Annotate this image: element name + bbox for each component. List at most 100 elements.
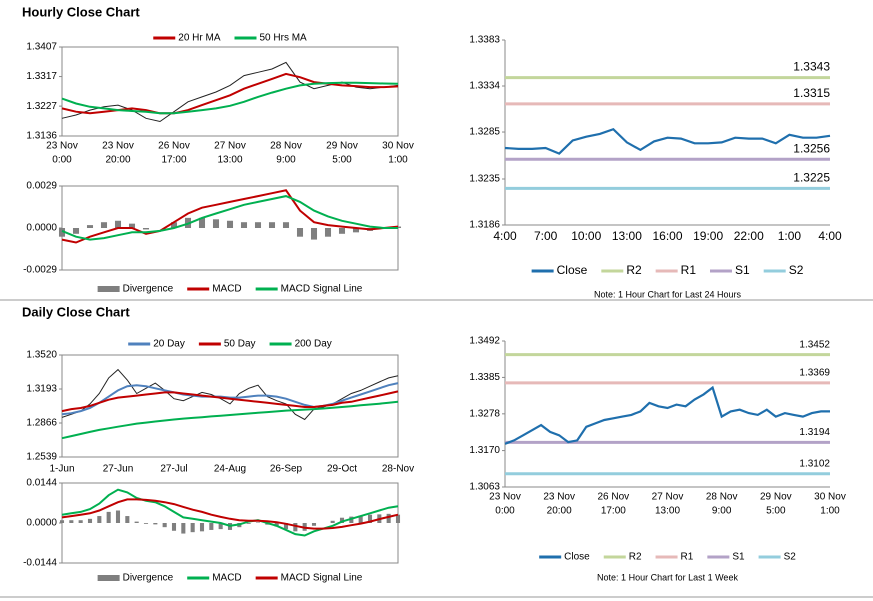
y-tick-label: 1.3492	[469, 336, 500, 347]
y-tick-label: 0.0000	[26, 518, 57, 529]
x-tick-label: 30 Nov	[814, 492, 846, 503]
divergence-bar	[86, 225, 94, 228]
series-line	[61, 382, 399, 416]
series-line	[61, 195, 398, 241]
x-tick-label: 17:00	[601, 506, 626, 517]
x-tick-label: 4:00	[493, 229, 517, 243]
divergence-bar	[283, 523, 289, 530]
pivot-label: 1.3256	[793, 141, 830, 155]
legend-label: MACD	[212, 284, 241, 295]
legend-label: Close	[564, 552, 590, 563]
x-tick-label: 26-Sep	[270, 464, 303, 475]
x-tick-label: 5:00	[332, 155, 352, 166]
divergence-bar	[143, 523, 149, 524]
x-tick-label: 13:00	[655, 506, 680, 517]
x-tick-label: 0:00	[52, 155, 72, 166]
divergence-bar	[181, 523, 186, 534]
divergence-bar	[338, 228, 346, 234]
y-tick-label: 0.0000	[26, 223, 57, 234]
divergence-bar	[171, 523, 177, 531]
y-tick-label: 1.3186	[469, 220, 500, 231]
divergence-bar	[268, 222, 276, 228]
y-tick-label: 1.3407	[26, 42, 57, 53]
legend-label: R1	[681, 552, 694, 563]
series-line	[61, 81, 399, 115]
legend: Close R2 R1 S1 S2	[539, 552, 796, 563]
legend: Divergence MACD MACD Signal Line	[97, 284, 363, 295]
legend-label: 20 Day	[153, 339, 185, 350]
divergence-bar	[209, 523, 214, 530]
y-tick-label: 1.3193	[26, 384, 57, 395]
divergence-bar	[339, 517, 345, 523]
x-tick-label: 22:00	[734, 229, 764, 243]
series-line	[61, 498, 399, 530]
series-line	[504, 127, 831, 155]
x-tick-label: 23 Nov	[489, 492, 521, 503]
x-tick-label: 4:00	[818, 229, 842, 243]
divergence-bar	[114, 220, 122, 228]
section-title: Hourly Close Chart	[22, 4, 140, 19]
divergence-bar	[115, 510, 121, 523]
y-tick-label: 0.0029	[26, 181, 57, 192]
legend-label: 20 Hr MA	[178, 33, 221, 44]
price-line	[61, 368, 399, 421]
legend: 20 Hr MA 50 Hrs MA	[153, 33, 307, 44]
divergence-bar	[310, 228, 318, 240]
legend-label: Close	[557, 263, 588, 277]
x-tick-label: 26 Nov	[597, 492, 629, 503]
y-tick-label: 1.3285	[469, 127, 500, 138]
legend-label: MACD Signal Line	[281, 284, 363, 295]
series-line	[504, 385, 830, 445]
y-tick-label: 1.3520	[26, 350, 57, 361]
pivot-label: 1.3315	[793, 86, 830, 100]
section-title: Daily Close Chart	[22, 304, 130, 319]
divergence-bar	[358, 515, 363, 523]
x-tick-label: 13:00	[217, 155, 242, 166]
pivot-label: 1.3194	[799, 427, 830, 438]
legend-swatch	[97, 575, 120, 581]
series-line	[61, 400, 399, 440]
divergence-bar	[254, 222, 262, 228]
divergence-bar	[240, 222, 248, 228]
divergence-bar	[125, 516, 130, 523]
divergence-bar	[106, 511, 111, 523]
y-tick-label: 1.3383	[469, 35, 500, 46]
x-tick-label: 27-Jul	[160, 464, 187, 475]
y-tick-label: 1.2866	[26, 418, 57, 429]
divergence-bar	[142, 228, 150, 230]
y-tick-label: 1.3235	[469, 174, 500, 185]
x-tick-label: 30 Nov	[382, 141, 414, 152]
y-tick-label: 1.3227	[26, 101, 57, 112]
divergence-bar	[134, 521, 139, 523]
pivot-label: 1.3452	[799, 339, 830, 350]
x-tick-label: 1:00	[388, 155, 408, 166]
legend-label: S2	[784, 552, 797, 563]
y-tick-label: 0.0144	[26, 478, 57, 489]
y-tick-label: 1.3317	[26, 71, 57, 82]
x-tick-label: 26 Nov	[158, 141, 190, 152]
divergence-bar	[395, 514, 401, 523]
x-tick-label: 28 Nov	[706, 492, 738, 503]
series-line	[61, 390, 399, 413]
legend-label: R2	[626, 263, 642, 277]
divergence-bar	[212, 219, 220, 228]
legend-label: MACD Signal Line	[281, 573, 363, 584]
chart-note: Note: 1 Hour Chart for Last 1 Week	[597, 572, 738, 582]
divergence-bar	[255, 522, 261, 523]
y-tick-label: -0.0029	[23, 265, 57, 276]
legend-label: 50 Hrs MA	[260, 33, 308, 44]
x-tick-label: 0:00	[495, 506, 515, 517]
x-tick-label: 16:00	[652, 229, 682, 243]
divergence-bar	[296, 228, 304, 237]
legend: Close R2 R1 S1 S2	[531, 263, 804, 277]
x-tick-label: 29 Nov	[760, 492, 792, 503]
x-tick-label: 19:00	[693, 229, 723, 243]
y-tick-label: 1.3385	[469, 372, 500, 383]
legend-label: S1	[735, 263, 750, 277]
divergence-bar	[199, 523, 205, 532]
x-tick-label: 27-Jun	[103, 464, 134, 475]
legend-label: Divergence	[123, 573, 174, 584]
divergence-bar	[170, 222, 178, 228]
divergence-bar	[69, 520, 74, 523]
